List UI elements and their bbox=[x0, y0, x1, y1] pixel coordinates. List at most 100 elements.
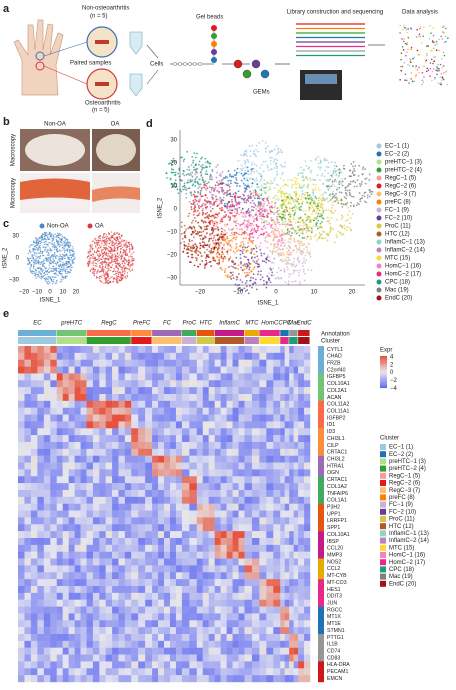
point bbox=[329, 194, 331, 196]
point bbox=[294, 241, 296, 243]
point bbox=[247, 167, 249, 169]
heat-cell bbox=[152, 394, 158, 401]
heat-cell bbox=[197, 387, 203, 394]
point bbox=[253, 190, 255, 192]
point bbox=[268, 169, 270, 171]
point bbox=[275, 194, 277, 196]
heat-cell bbox=[158, 408, 164, 415]
heat-cell bbox=[152, 360, 158, 367]
gene-label: FRZB bbox=[327, 361, 341, 367]
heat-cell bbox=[176, 387, 182, 394]
heat-cell bbox=[152, 428, 158, 435]
point bbox=[366, 178, 368, 180]
point bbox=[403, 49, 405, 51]
point bbox=[125, 252, 126, 253]
y-tick-label: −20 bbox=[167, 253, 178, 259]
point bbox=[242, 208, 244, 210]
point bbox=[288, 200, 290, 202]
point bbox=[245, 276, 247, 278]
point bbox=[120, 266, 121, 267]
point bbox=[234, 192, 236, 194]
point bbox=[248, 293, 250, 295]
legend-label: EC−2 (2) bbox=[385, 152, 409, 158]
heat-cell bbox=[138, 415, 145, 422]
heat-cell bbox=[24, 415, 31, 422]
point bbox=[195, 171, 197, 173]
point bbox=[103, 283, 104, 284]
heat-cell bbox=[93, 421, 100, 428]
heat-cell bbox=[93, 353, 100, 360]
point bbox=[423, 76, 425, 78]
point bbox=[255, 279, 257, 281]
point bbox=[285, 192, 287, 194]
point bbox=[300, 250, 302, 252]
point bbox=[297, 203, 299, 205]
point bbox=[129, 250, 130, 251]
point bbox=[40, 278, 41, 279]
point bbox=[107, 270, 108, 271]
point bbox=[296, 248, 298, 250]
heat-cell bbox=[75, 367, 81, 374]
point bbox=[62, 257, 63, 258]
cluster-bar bbox=[280, 337, 288, 344]
point bbox=[240, 261, 242, 263]
point bbox=[238, 273, 240, 275]
point bbox=[197, 210, 199, 212]
point bbox=[253, 248, 255, 250]
point bbox=[256, 165, 258, 167]
point bbox=[222, 257, 224, 259]
heat-cell bbox=[170, 387, 176, 394]
point bbox=[96, 263, 97, 264]
point bbox=[289, 242, 291, 244]
point bbox=[198, 164, 200, 166]
point bbox=[191, 257, 193, 259]
point bbox=[111, 231, 112, 232]
point bbox=[45, 247, 46, 248]
point bbox=[240, 267, 242, 269]
heat-cell bbox=[227, 367, 233, 374]
heat-cell bbox=[285, 387, 290, 394]
point bbox=[277, 159, 279, 161]
point bbox=[262, 228, 264, 230]
point bbox=[110, 256, 111, 257]
point bbox=[97, 269, 98, 270]
heat-cell bbox=[112, 421, 119, 428]
point bbox=[263, 198, 265, 200]
point bbox=[60, 258, 61, 259]
point bbox=[273, 180, 275, 182]
point bbox=[297, 174, 299, 176]
legend-label: preHTC−2 (4) bbox=[385, 168, 422, 174]
point bbox=[332, 204, 334, 206]
point bbox=[226, 203, 228, 205]
point bbox=[204, 265, 206, 267]
point bbox=[225, 225, 227, 227]
point bbox=[283, 270, 285, 272]
point bbox=[303, 260, 305, 262]
heat-cell bbox=[285, 346, 290, 353]
heat-cell bbox=[182, 415, 190, 422]
heat-cell bbox=[37, 353, 44, 360]
heat-cell bbox=[31, 380, 38, 387]
point bbox=[37, 250, 38, 251]
point bbox=[199, 160, 201, 162]
point bbox=[220, 173, 222, 175]
point bbox=[218, 261, 220, 263]
point bbox=[222, 253, 224, 255]
point bbox=[426, 45, 428, 47]
point bbox=[108, 250, 109, 251]
point bbox=[42, 269, 43, 270]
point bbox=[215, 187, 217, 189]
heat-cell bbox=[239, 373, 245, 380]
heat-cell bbox=[221, 367, 227, 374]
point bbox=[105, 258, 106, 259]
point bbox=[242, 167, 244, 169]
mini-tsne bbox=[399, 25, 448, 86]
point bbox=[40, 251, 41, 252]
point bbox=[280, 195, 282, 197]
point bbox=[89, 261, 90, 262]
point bbox=[230, 195, 232, 197]
point bbox=[88, 264, 89, 265]
heat-cell bbox=[294, 394, 299, 401]
heat-cell bbox=[131, 415, 138, 422]
point bbox=[338, 183, 340, 185]
